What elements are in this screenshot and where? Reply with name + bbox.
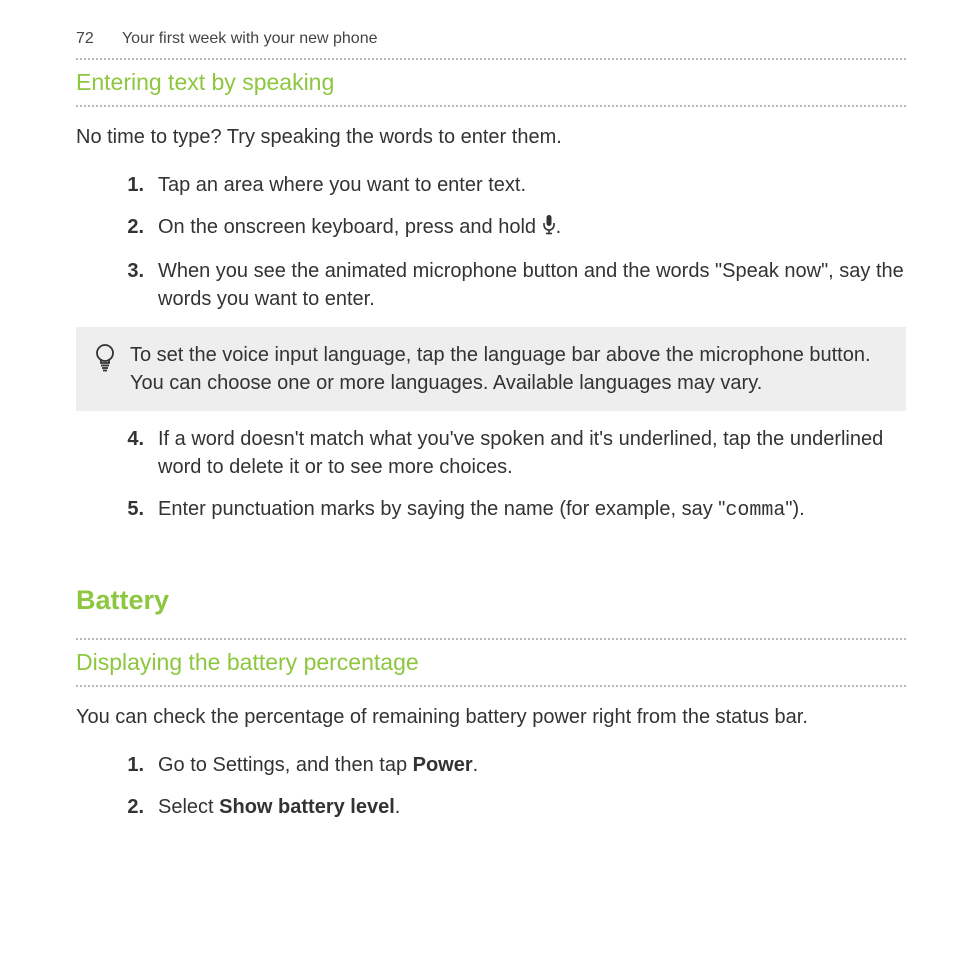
- step-text: .: [395, 796, 401, 818]
- subheading-battery-percentage: Displaying the battery percentage: [76, 646, 906, 679]
- tip-text: To set the voice input language, tap the…: [130, 341, 888, 397]
- step-text: ").: [785, 498, 804, 520]
- step-item: When you see the animated microphone but…: [104, 257, 906, 313]
- page-header: 72 Your first week with your new phone: [76, 30, 906, 48]
- step-code: comma: [725, 499, 785, 522]
- lightbulb-icon: [94, 343, 116, 378]
- section-heading-battery: Battery: [76, 585, 906, 616]
- steps-list-1: Tap an area where you want to enter text…: [104, 171, 906, 313]
- step-strong: Power: [413, 754, 473, 776]
- running-title: Your first week with your new phone: [122, 30, 378, 47]
- subheading-entering-text: Entering text by speaking: [76, 66, 906, 99]
- page-number: 72: [76, 30, 94, 48]
- intro-paragraph: You can check the percentage of remainin…: [76, 703, 906, 731]
- divider: [76, 58, 906, 60]
- step-item: Tap an area where you want to enter text…: [104, 171, 906, 199]
- intro-paragraph: No time to type? Try speaking the words …: [76, 123, 906, 151]
- step-text: When you see the animated microphone but…: [158, 260, 904, 310]
- step-text: Go to Settings, and then tap: [158, 754, 413, 776]
- tip-box: To set the voice input language, tap the…: [76, 327, 906, 411]
- step-item: On the onscreen keyboard, press and hold…: [104, 213, 906, 243]
- step-text: Select: [158, 796, 219, 818]
- step-item: Enter punctuation marks by saying the na…: [104, 495, 906, 525]
- steps-list-2: Go to Settings, and then tap Power. Sele…: [104, 751, 906, 821]
- step-strong: Show battery level: [219, 796, 395, 818]
- step-item: If a word doesn't match what you've spok…: [104, 425, 906, 481]
- divider: [76, 638, 906, 640]
- divider: [76, 105, 906, 107]
- step-text: On the onscreen keyboard, press and hold: [158, 216, 542, 238]
- step-text: .: [473, 754, 479, 776]
- step-item: Go to Settings, and then tap Power.: [104, 751, 906, 779]
- divider: [76, 685, 906, 687]
- step-text: Tap an area where you want to enter text…: [158, 174, 526, 196]
- step-text: If a word doesn't match what you've spok…: [158, 428, 883, 478]
- step-item: Select Show battery level.: [104, 793, 906, 821]
- steps-list-1b: If a word doesn't match what you've spok…: [104, 425, 906, 525]
- step-text: Enter punctuation marks by saying the na…: [158, 498, 725, 520]
- microphone-icon: [542, 215, 556, 243]
- step-text: .: [556, 216, 562, 238]
